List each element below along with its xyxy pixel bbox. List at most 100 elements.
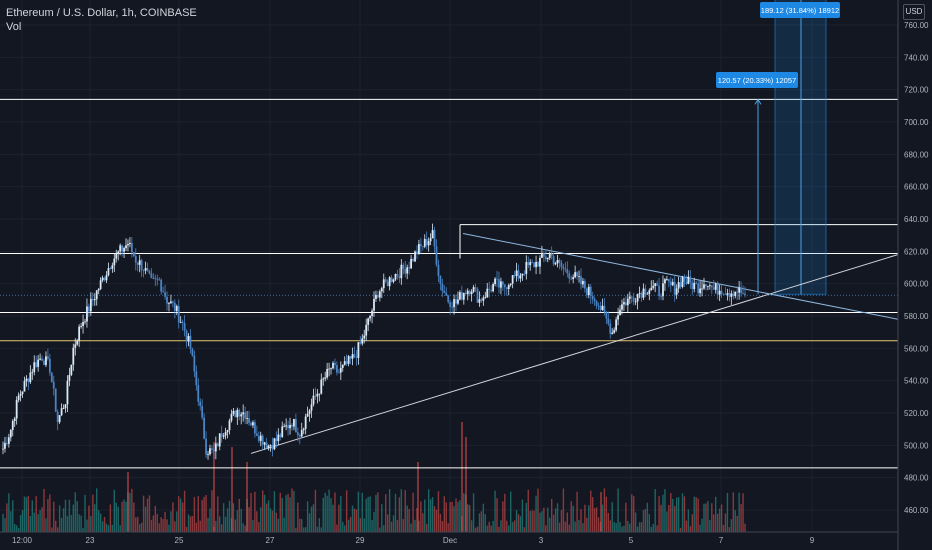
candle-body (334, 362, 336, 366)
volume-bar (367, 496, 369, 532)
candle-body (392, 279, 395, 282)
candle-body (710, 285, 713, 288)
volume-bar (554, 508, 557, 532)
volume-bar (677, 497, 680, 532)
candle-body (468, 290, 471, 295)
candle-body (531, 262, 534, 263)
volume-bar (625, 502, 627, 532)
candle-body (144, 268, 147, 271)
volume-bar (349, 517, 352, 532)
volume-bar (431, 497, 434, 532)
volume-bar (285, 495, 287, 532)
volume-bar (468, 504, 471, 532)
volume-bar (68, 499, 71, 532)
volume-bar (521, 499, 524, 532)
volume-bar (525, 502, 528, 532)
volume-bar (424, 499, 426, 532)
volume-bar (414, 519, 416, 532)
volume-bar (552, 514, 555, 532)
volume-bar (590, 490, 592, 532)
candle-body (179, 321, 182, 323)
volume-bar (191, 516, 194, 532)
candle-body (582, 280, 584, 285)
candle-body (78, 326, 81, 341)
candle-body (197, 385, 200, 402)
candle-body (410, 258, 412, 269)
candle-body (318, 393, 321, 395)
volume-bar (478, 513, 481, 532)
volume-bar (617, 488, 619, 532)
candle-body (345, 361, 348, 364)
volume-bar (303, 527, 305, 532)
candle-body (460, 292, 463, 300)
candle-body (15, 400, 18, 419)
candle-body (232, 410, 235, 414)
volume-bar (539, 512, 541, 532)
candle-body (728, 293, 731, 297)
candle-body (351, 354, 354, 359)
volume-bar (72, 504, 74, 532)
candle-body (390, 277, 393, 282)
volume-bar (185, 527, 188, 532)
candle-body (181, 321, 184, 323)
candle-body (339, 367, 342, 373)
candle-body (359, 342, 362, 344)
volume-bar (197, 496, 199, 532)
volume-bar (695, 497, 697, 532)
volume-bar (228, 500, 231, 532)
volume-bar (502, 501, 504, 532)
volume-bar (634, 512, 637, 532)
volume-bar (111, 524, 114, 532)
candle-body (679, 282, 682, 287)
candle-body (701, 288, 703, 290)
candle-body (609, 323, 612, 334)
volume-bar (123, 499, 125, 532)
volume-bar (363, 518, 365, 532)
volume-bar (295, 527, 297, 532)
volume-bar (154, 505, 157, 532)
candle-body (250, 422, 252, 426)
candle-body (513, 275, 516, 277)
candle-body (707, 286, 709, 287)
volume-bar (127, 472, 129, 532)
candle-body (740, 287, 742, 294)
volume-bar (549, 517, 551, 532)
volume-bar (398, 497, 401, 532)
volume-bar (445, 502, 447, 532)
candle-body (486, 288, 489, 298)
volume-bar (51, 527, 53, 532)
candle-body (576, 272, 578, 277)
volume-bar (664, 489, 666, 532)
volume-bar (496, 498, 498, 532)
candle-body (39, 358, 41, 360)
volume-bar (308, 513, 311, 532)
candle-body (638, 293, 641, 294)
volume-bar (529, 511, 531, 532)
volume-bar (201, 499, 203, 532)
volume-bar (117, 506, 119, 532)
volume-bar (369, 496, 371, 532)
candle-body (654, 283, 657, 286)
candle-body (621, 304, 623, 310)
candle-body (19, 393, 22, 396)
volume-bar (658, 496, 660, 532)
candlesticks (2, 223, 746, 460)
volume-bar (215, 520, 217, 532)
volume-bar (609, 520, 611, 532)
candle-body (669, 281, 672, 286)
volume-bar (318, 518, 321, 532)
currency-button[interactable]: USD (903, 4, 925, 20)
candle-body (68, 374, 71, 381)
volume-bar (718, 508, 721, 532)
candle-body (691, 282, 694, 290)
candle-body (95, 290, 98, 300)
volume-bar (271, 510, 274, 532)
volume-bar (21, 510, 24, 532)
candle-body (289, 424, 291, 429)
candle-body (175, 306, 178, 311)
volume-bar (310, 506, 313, 532)
volume-bar (246, 462, 248, 532)
volume-bar (476, 526, 479, 532)
volume-bar (574, 521, 576, 532)
